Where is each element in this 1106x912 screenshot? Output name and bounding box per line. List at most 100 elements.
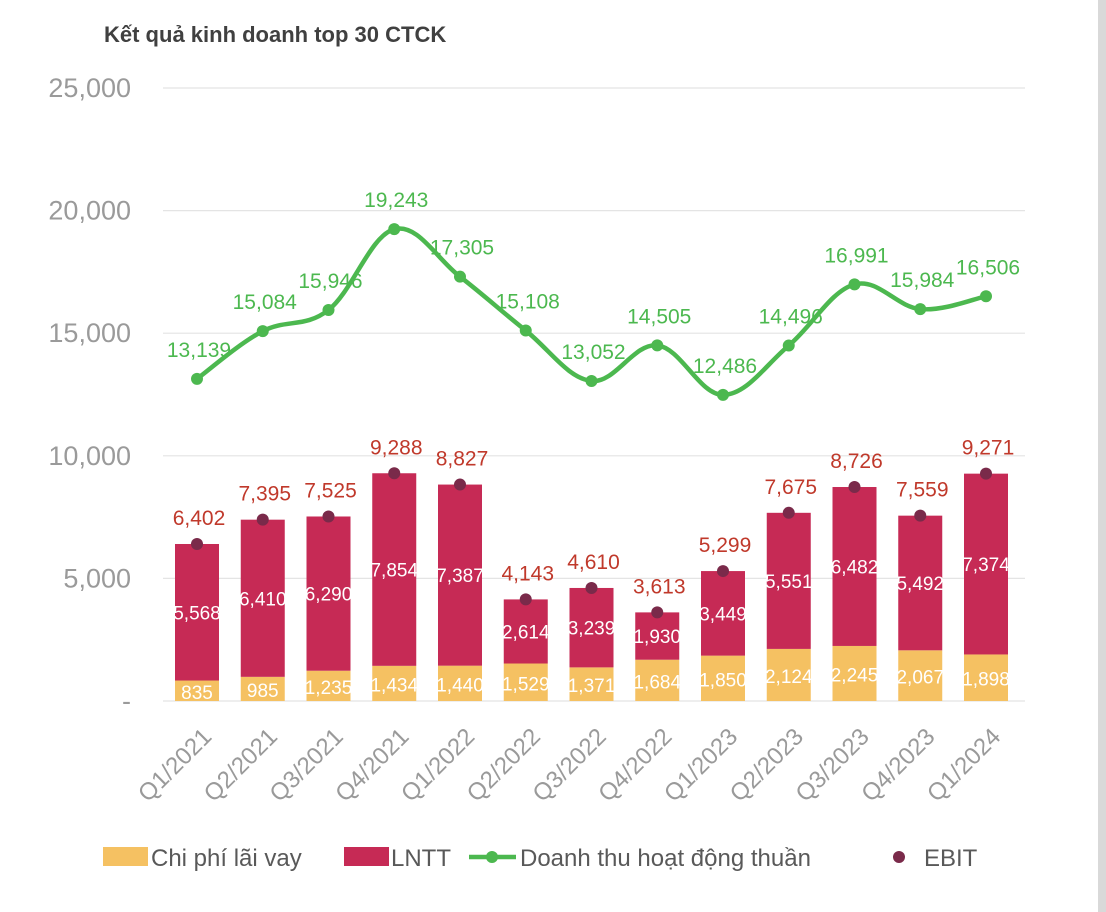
bar-lntt (306, 516, 351, 671)
y-tick-label: 15,000 (48, 318, 131, 348)
legend-swatch-revenue-marker (486, 851, 498, 863)
bar-lntt (635, 612, 680, 660)
y-tick-label: 25,000 (48, 73, 131, 103)
bar-interest-cost-label: 1,684 (633, 672, 681, 693)
revenue-label: 13,052 (561, 341, 625, 364)
ebit-label: 4,143 (501, 562, 554, 585)
window-edge (1098, 0, 1106, 912)
bar-interest-cost-label: 2,245 (831, 665, 879, 686)
legend-label-revenue: Doanh thu hoạt động thuần (520, 845, 811, 872)
ebit-label: 9,271 (962, 437, 1015, 460)
bar-interest-cost (832, 645, 877, 701)
bar-interest-cost (306, 670, 351, 701)
bar-lntt-label: 6,482 (831, 557, 879, 578)
legend-label-interest-cost: Chi phí lãi vay (151, 845, 302, 872)
bar-lntt-label: 3,449 (699, 604, 747, 625)
bar-lntt-label: 1,930 (633, 627, 681, 648)
ebit-point (585, 581, 598, 594)
legend-swatch-lntt (344, 847, 389, 866)
revenue-point (848, 278, 861, 291)
bar-interest-cost (569, 667, 614, 701)
bar-lntt (372, 473, 417, 666)
bar-lntt-label: 7,387 (436, 566, 484, 587)
bar-interest-cost (766, 648, 811, 701)
bar-interest-cost-label: 2,067 (896, 668, 944, 689)
bar-interest-cost (635, 659, 680, 701)
bar-lntt-label: 6,410 (239, 589, 287, 610)
bar-interest-cost (701, 655, 745, 701)
legend-swatch-interest-cost (103, 847, 148, 866)
revenue-label: 15,946 (298, 270, 362, 293)
ebit-label: 9,288 (370, 436, 423, 459)
bar-interest-cost (240, 676, 285, 701)
revenue-point (585, 374, 598, 387)
ebit-label: 4,610 (567, 551, 620, 574)
bar-lntt-label: 5,551 (765, 572, 813, 593)
bar-interest-cost-label: 2,124 (765, 667, 813, 688)
bar-interest-cost-label: 1,434 (370, 675, 418, 696)
bar-lntt (569, 587, 614, 668)
bar-lntt (766, 512, 811, 649)
bar-lntt (503, 599, 548, 664)
ebit-point (322, 510, 335, 523)
bar-interest-cost (438, 665, 482, 701)
ebit-point (519, 593, 532, 606)
ebit-point (980, 467, 992, 480)
bar-interest-cost-label: 1,850 (699, 670, 747, 691)
legend-label-ebit: EBIT (924, 845, 978, 872)
revenue-point (256, 325, 269, 338)
ebit-point (717, 565, 729, 578)
ebit-point (848, 481, 861, 494)
revenue-point (980, 290, 992, 303)
revenue-point (782, 339, 795, 352)
ebit-point (454, 478, 466, 491)
bar-lntt (701, 571, 745, 656)
x-tick-label: Q1/2024 (922, 723, 1006, 807)
bar-interest-cost-label: 1,898 (962, 670, 1010, 691)
bar-interest-cost-label: 1,371 (568, 676, 616, 697)
ebit-label: 7,395 (238, 483, 291, 506)
bar-interest-cost-label: 835 (181, 683, 213, 704)
bar-lntt (240, 519, 285, 677)
ebit-label: 8,827 (436, 448, 489, 471)
ebit-label: 6,402 (173, 507, 226, 530)
bar-lntt (832, 487, 877, 646)
bar-lntt-label: 6,290 (305, 585, 353, 606)
ebit-point (651, 606, 664, 619)
bar-lntt (438, 484, 482, 666)
revenue-point (717, 388, 729, 401)
bar-interest-cost-label: 985 (247, 681, 279, 702)
bar-interest-cost (372, 665, 417, 701)
legend-swatch-ebit (893, 851, 905, 863)
bar-lntt-label: 2,614 (502, 622, 550, 643)
bar-lntt (964, 473, 1008, 655)
legend-label-lntt: LNTT (391, 845, 451, 872)
ebit-point (914, 509, 927, 522)
ebit-point (191, 538, 203, 551)
revenue-label: 14,505 (627, 305, 691, 328)
bar-lntt-label: 5,568 (173, 603, 221, 624)
bar-interest-cost (898, 650, 943, 701)
revenue-point (651, 339, 664, 352)
revenue-label: 12,486 (693, 355, 757, 378)
ebit-label: 5,299 (699, 534, 752, 557)
bar-interest-cost-label: 1,440 (436, 675, 484, 696)
ebit-label: 7,525 (304, 479, 357, 502)
revenue-point (191, 372, 203, 385)
y-tick-label: 20,000 (48, 196, 131, 226)
bar-lntt (898, 515, 943, 651)
ebit-label: 7,559 (896, 479, 949, 502)
ebit-point (256, 513, 269, 526)
y-tick-label: 10,000 (48, 441, 131, 471)
bar-lntt-label: 5,492 (896, 574, 944, 595)
ebit-point (782, 506, 795, 519)
ebit-point (388, 467, 401, 480)
bar-interest-cost-label: 1,529 (502, 674, 550, 695)
revenue-point (388, 223, 401, 236)
revenue-label: 19,243 (364, 189, 428, 212)
ebit-label: 3,613 (633, 575, 686, 598)
revenue-label: 16,991 (824, 244, 888, 267)
revenue-label: 15,984 (890, 269, 955, 292)
